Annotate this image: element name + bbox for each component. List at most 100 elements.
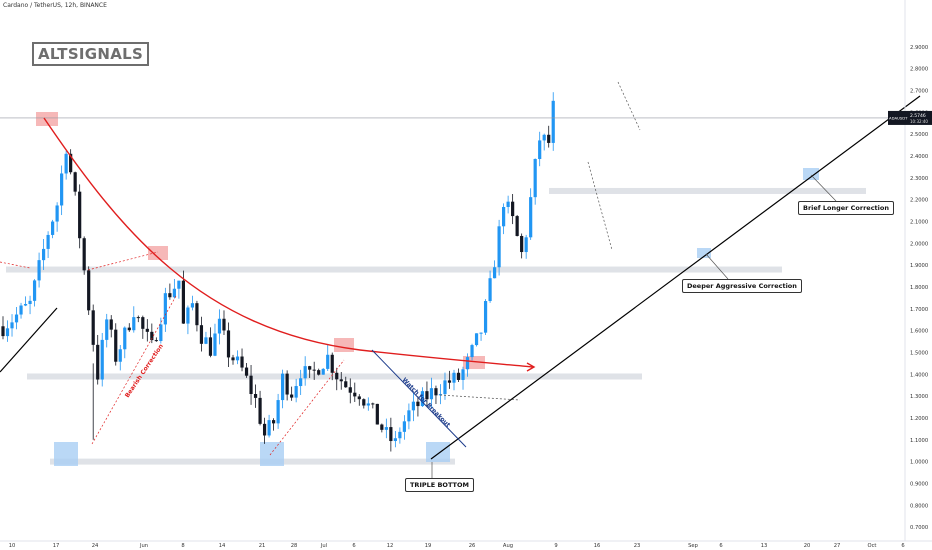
candle-body [253, 394, 258, 398]
x-tick-label: 26 [469, 543, 476, 549]
x-tick-label: Jun [139, 543, 148, 549]
candle-body [177, 280, 181, 289]
candle-body [520, 235, 524, 253]
candle-body [479, 332, 483, 334]
y-tick-label: 1.2000 [910, 416, 928, 422]
support-zone-1 [54, 442, 78, 466]
candle-body [456, 372, 461, 380]
candle-body [136, 317, 140, 319]
resistance-zone-3 [334, 338, 354, 352]
candle-body [172, 288, 176, 298]
candle-body [317, 370, 321, 375]
candle-body [141, 317, 145, 329]
candle-body [366, 403, 370, 406]
candle-body [109, 319, 113, 330]
candle-body [344, 381, 348, 388]
candle-body [542, 134, 546, 141]
support-zone-3 [426, 442, 450, 462]
candle-body [308, 366, 312, 370]
candle-body [353, 392, 357, 397]
band-1-00 [50, 458, 455, 465]
candle-body [226, 330, 231, 358]
candle-body [538, 140, 542, 159]
candle-body [100, 339, 104, 380]
y-tick-label: 1.7000 [910, 307, 928, 313]
candle-body [515, 216, 519, 236]
guide-line-4 [269, 359, 345, 456]
candle-body [163, 293, 167, 325]
x-tick-label: 12 [387, 543, 394, 549]
candle-body [276, 400, 280, 424]
candle-body [335, 372, 339, 380]
candle-body [551, 100, 555, 143]
candle-body [55, 205, 59, 222]
price-tag-symbol: ADAUSDT [889, 115, 908, 120]
candle-body [420, 391, 425, 407]
candle-body [434, 388, 438, 396]
candle-body [402, 421, 406, 432]
bearish-correction-text: Bearish Correction [124, 343, 165, 399]
candle-body [321, 368, 325, 375]
y-tick-label: 1.4000 [910, 372, 928, 378]
band-1-88 [6, 266, 782, 273]
x-tick-label: Jul [320, 543, 327, 549]
candle-body [213, 333, 217, 356]
candle-body [533, 158, 537, 198]
candle-body [19, 305, 23, 315]
candle-body [429, 388, 434, 400]
x-tick-label: 8 [181, 543, 184, 549]
candle-body [32, 280, 37, 301]
candle-body [303, 366, 307, 379]
y-tick-label: 1.0000 [910, 460, 928, 466]
candle-body [64, 153, 68, 174]
candle-body [82, 238, 86, 271]
x-tick-label: 9 [554, 543, 557, 549]
y-tick-label: 2.3000 [910, 176, 928, 182]
candle-body [73, 172, 77, 192]
candle-body [326, 354, 330, 369]
candle-body [502, 207, 506, 227]
price-tag-symbol-box [888, 110, 908, 125]
support-zone-4 [697, 248, 711, 258]
candle-body [285, 373, 289, 395]
price-tag-value-box [908, 110, 932, 125]
y-tick-label: 2.5000 [910, 132, 928, 138]
candle-body [339, 379, 343, 382]
candle-body [330, 354, 334, 373]
candle-body [312, 369, 316, 371]
candle-body [416, 401, 420, 407]
candle-body [127, 327, 131, 331]
y-tick-label: 1.5000 [910, 350, 928, 356]
y-tick-label: 2.4000 [910, 154, 928, 160]
candle-body [217, 318, 222, 334]
candle-body [299, 378, 303, 387]
x-tick-label: 14 [219, 543, 226, 549]
resistance-zone-2 [148, 246, 168, 260]
candle-body [181, 280, 185, 324]
x-tick-label: 17 [53, 543, 60, 549]
x-tick-label: Sep [688, 543, 698, 549]
candle-body [267, 420, 271, 436]
candle-body [46, 234, 50, 249]
candle-body [10, 322, 14, 329]
y-tick-label: 2.8000 [910, 67, 928, 73]
candle-body [190, 303, 195, 308]
guide-line-5 [439, 394, 521, 401]
candle-body [240, 356, 244, 368]
guide-line-3 [0, 261, 31, 269]
candle-body [231, 357, 235, 361]
candle-body [497, 226, 501, 268]
candle-body [249, 375, 253, 395]
y-tick-label: 1.3000 [910, 394, 928, 400]
candle-body [154, 340, 158, 342]
candle-body [547, 134, 551, 143]
candle-body [375, 403, 379, 425]
candle-body [411, 401, 416, 411]
price-tag-timer: 10:32:40 [910, 119, 928, 124]
y-tick-label: 0.8000 [910, 503, 928, 509]
x-tick-label: Oct [868, 543, 877, 549]
candle-body [60, 173, 64, 206]
